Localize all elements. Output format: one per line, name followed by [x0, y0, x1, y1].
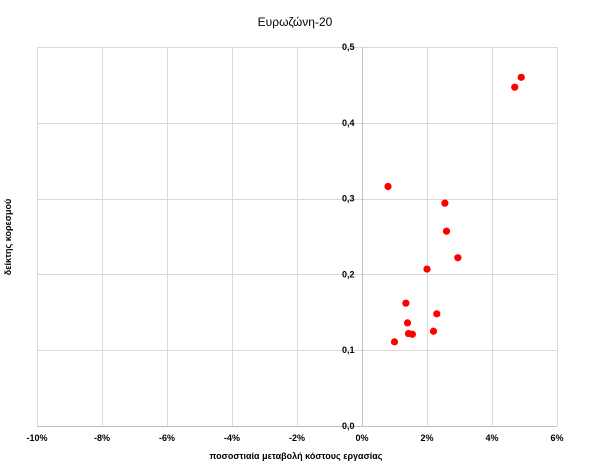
data-point — [384, 182, 392, 191]
grid-layer — [37, 47, 558, 426]
axis-layer — [37, 47, 557, 427]
x-tick-label: -2% — [289, 433, 305, 443]
x-tick-label: 2% — [420, 433, 433, 443]
data-point — [390, 338, 399, 346]
x-tick-label: -4% — [224, 433, 240, 443]
y-tick-label: 0,5 — [342, 42, 355, 52]
data-point — [423, 265, 431, 273]
tick-labels: -10% -8% -6% -4% -2% 0% 2% 4% 6% 0,0 0,1 0,2 0,3 0,4 0… — [26, 42, 563, 443]
data-points — [384, 73, 525, 346]
data-point — [402, 299, 410, 307]
x-tick-label: 0% — [355, 433, 368, 443]
chart-title: Ευρωζώνη-20 — [258, 15, 333, 29]
y-tick-label: 0,1 — [342, 345, 355, 355]
data-point — [433, 310, 441, 318]
data-point — [442, 227, 451, 235]
y-tick-label: 0,0 — [342, 421, 355, 431]
data-point — [517, 73, 525, 81]
y-tick-label: 0,4 — [342, 118, 355, 128]
y-tick-label: 0,2 — [342, 269, 355, 279]
x-tick-label: -8% — [94, 433, 110, 443]
x-tick-label: 6% — [550, 433, 563, 443]
data-point — [454, 254, 462, 262]
data-point — [408, 330, 416, 338]
x-tick-label: -10% — [26, 433, 47, 443]
data-point — [403, 319, 412, 327]
data-point — [441, 199, 449, 207]
data-point — [511, 83, 519, 91]
x-tick-label: -6% — [159, 433, 175, 443]
y-tick-label: 0,3 — [342, 194, 355, 204]
y-axis-label: δείκτης κορεσμού — [3, 199, 13, 275]
x-axis-label: ποσοστιαία μεταβολή κόστους εργασίας — [210, 451, 383, 461]
data-point — [429, 327, 438, 335]
x-tick-label: 4% — [485, 433, 498, 443]
